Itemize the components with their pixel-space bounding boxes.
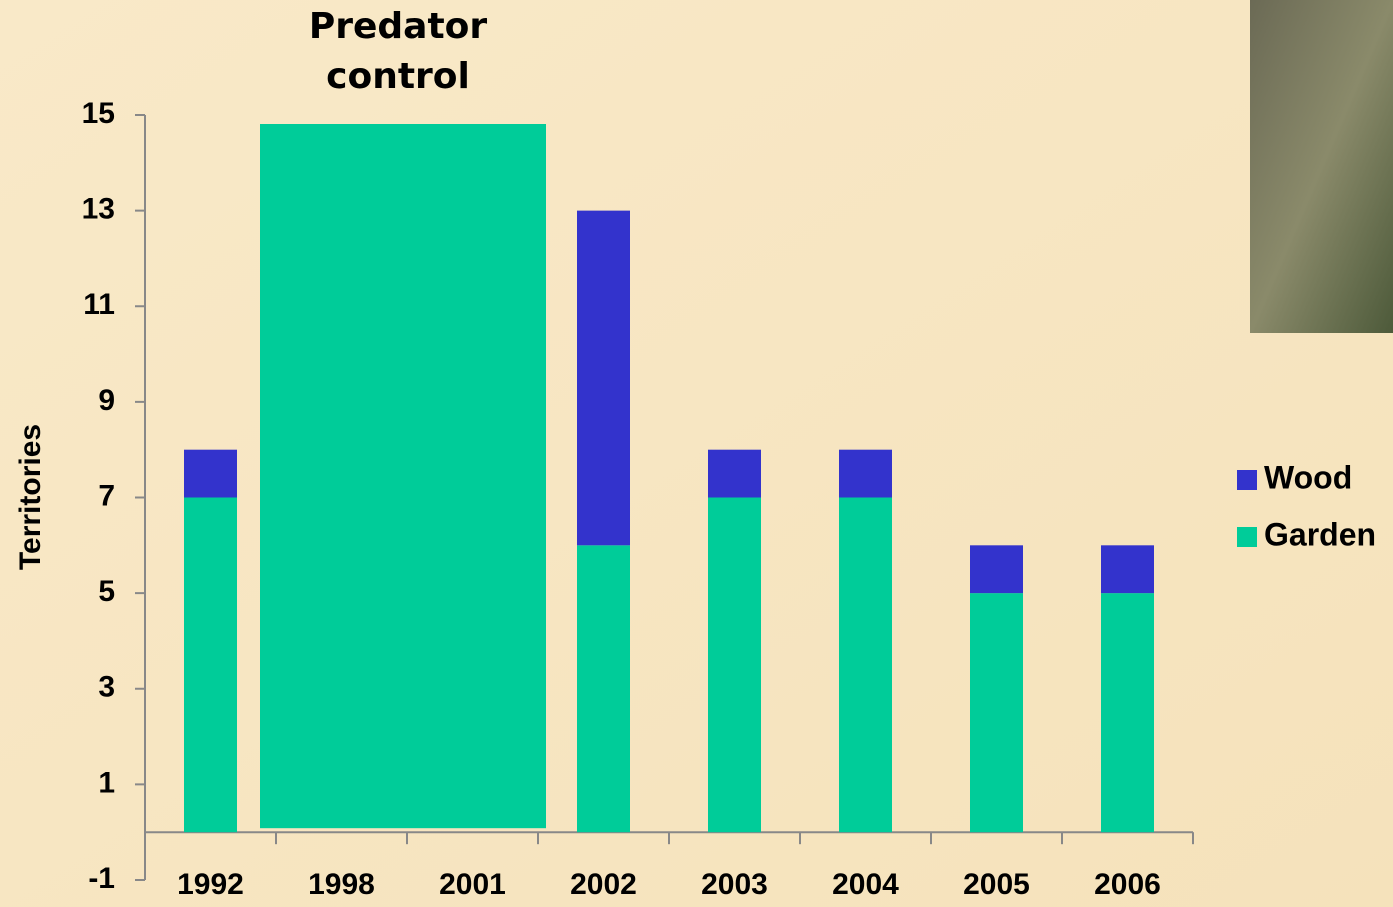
x-tick-label: 2002 — [570, 868, 637, 901]
x-tick-label: 2004 — [832, 868, 899, 901]
x-tick-label: 1992 — [177, 868, 244, 901]
y-tick-label: 1 — [98, 766, 115, 799]
y-tick-label: -1 — [88, 862, 115, 895]
x-tick-label: 2006 — [1094, 868, 1161, 901]
bar-segment — [839, 497, 892, 833]
y-tick-label: 9 — [98, 384, 115, 417]
bar-segment — [577, 545, 630, 833]
predator-control-box — [260, 124, 546, 829]
bar-segment — [184, 449, 237, 498]
y-tick-label: 3 — [98, 671, 115, 704]
bar-segment — [184, 497, 237, 833]
bar-segment — [970, 545, 1023, 594]
bar-segment — [577, 210, 630, 546]
bar-segment — [708, 449, 761, 498]
bar-segment — [1101, 545, 1154, 594]
y-tick-label: 15 — [82, 97, 115, 130]
legend-label: Wood — [1264, 459, 1352, 495]
bar-segment — [970, 593, 1023, 833]
legend-label: Garden — [1264, 516, 1376, 552]
y-tick-label: 11 — [83, 288, 115, 321]
bar-segment — [708, 497, 761, 833]
y-tick-label: 13 — [82, 193, 115, 226]
bar-segment — [1101, 593, 1154, 833]
bar-segment — [839, 449, 892, 498]
annotation-line: Predator — [309, 6, 488, 47]
x-tick-label: 2001 — [439, 868, 506, 901]
legend-swatch — [1237, 470, 1257, 490]
x-tick-label: 2005 — [963, 868, 1030, 901]
y-axis-label: Territories — [14, 424, 47, 570]
x-tick-label: 1998 — [308, 868, 375, 901]
bird-photo — [1250, 0, 1393, 333]
annotation-line: control — [326, 56, 470, 97]
x-tick-label: 2003 — [701, 868, 768, 901]
y-tick-label: 7 — [98, 479, 115, 512]
legend-swatch — [1237, 527, 1257, 547]
y-tick-label: 5 — [98, 575, 115, 608]
